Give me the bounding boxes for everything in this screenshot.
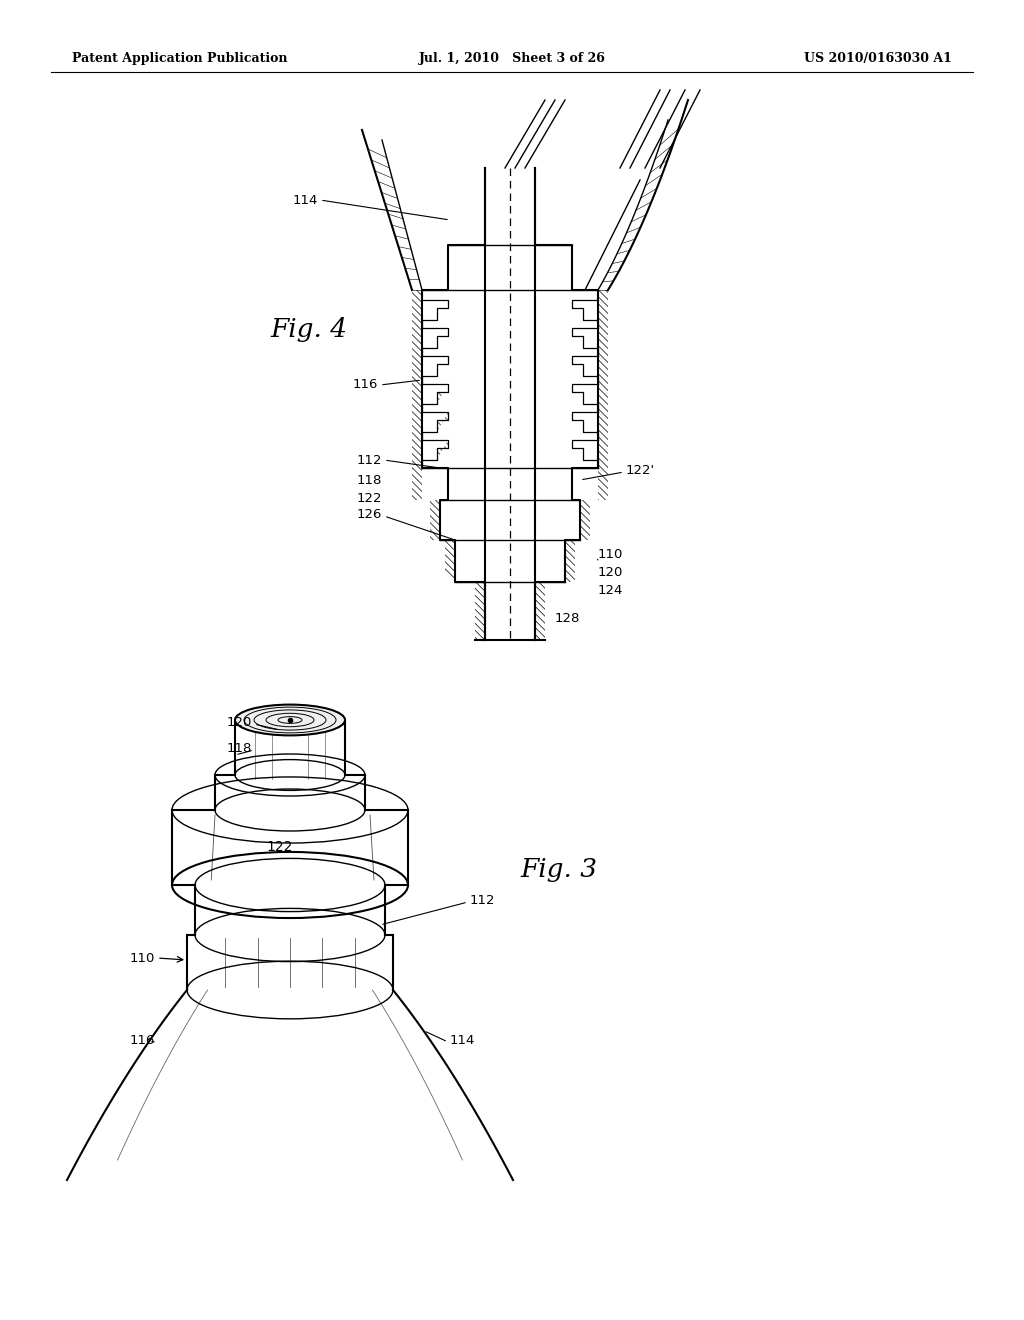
Text: 110: 110 — [598, 549, 624, 561]
Text: 128: 128 — [555, 611, 581, 624]
Text: 112: 112 — [470, 894, 496, 907]
Ellipse shape — [234, 705, 345, 735]
Text: Fig. 3: Fig. 3 — [520, 858, 597, 883]
Text: Fig. 4: Fig. 4 — [270, 318, 347, 342]
Text: 112: 112 — [356, 454, 382, 466]
Text: 114: 114 — [293, 194, 318, 206]
Text: Patent Application Publication: Patent Application Publication — [72, 51, 288, 65]
Text: US 2010/0163030 A1: US 2010/0163030 A1 — [804, 51, 952, 65]
Text: 116: 116 — [130, 1034, 155, 1047]
Text: 118: 118 — [226, 742, 252, 755]
Text: 122: 122 — [267, 840, 293, 854]
Text: 122': 122' — [626, 463, 655, 477]
Text: Jul. 1, 2010   Sheet 3 of 26: Jul. 1, 2010 Sheet 3 of 26 — [419, 51, 605, 65]
Text: 120: 120 — [226, 715, 252, 729]
Text: 124: 124 — [598, 583, 624, 597]
Text: 126: 126 — [356, 507, 382, 520]
Text: 122: 122 — [356, 491, 382, 504]
Text: 114: 114 — [450, 1034, 475, 1047]
Text: 118: 118 — [356, 474, 382, 487]
Text: 116: 116 — [352, 379, 378, 392]
Text: 110: 110 — [130, 952, 155, 965]
Text: 120: 120 — [598, 565, 624, 578]
